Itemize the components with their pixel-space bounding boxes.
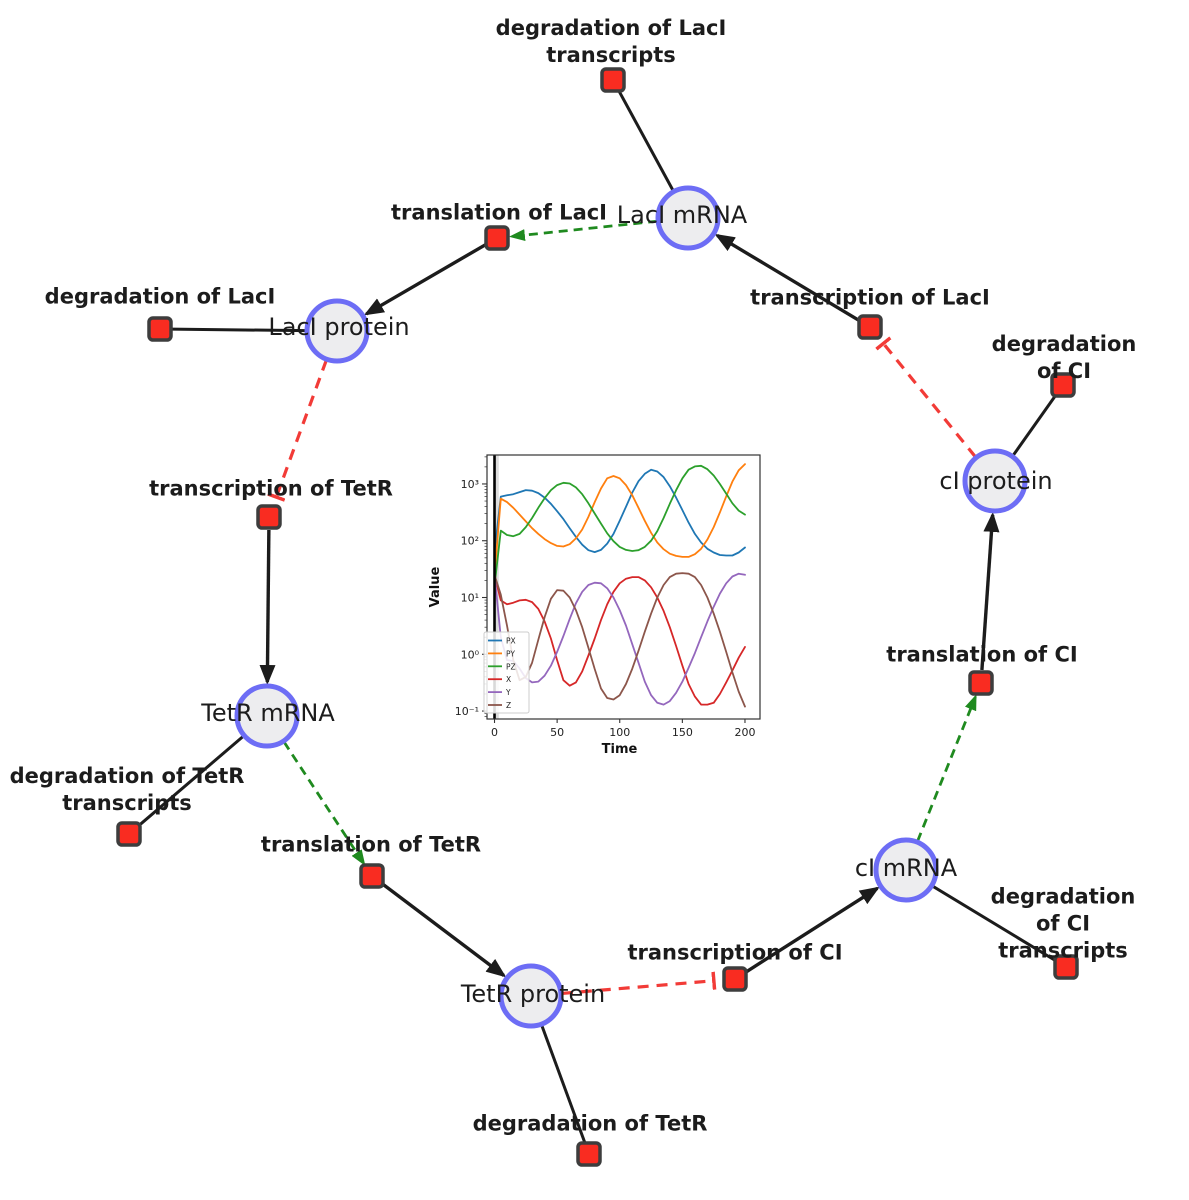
svg-text:PZ: PZ — [506, 662, 516, 671]
y-tick-10⁰: 10⁰ — [461, 648, 480, 661]
edge-activation-laci-mrna-translation-laci — [508, 219, 658, 242]
edge-consumption-tetr-mrna-deg-tetr-transcripts — [137, 735, 245, 828]
species-node-tetr-protein[interactable] — [498, 963, 564, 1029]
x-tick-150: 150 — [672, 726, 693, 739]
species-node-ci-protein[interactable] — [962, 448, 1028, 514]
reaction-node-translation-tetr[interactable] — [359, 863, 385, 889]
edge-consumption-tetr-protein-deg-tetr — [540, 1024, 587, 1144]
series-PX — [493, 468, 746, 557]
reaction-node-deg-ci[interactable] — [1050, 372, 1076, 398]
edge-production-transcription-laci-laci-mrna — [714, 233, 860, 322]
y-tick-10⁻¹: 10⁻¹ — [455, 705, 479, 718]
edge-consumption-laci-protein-deg-laci — [171, 327, 307, 333]
edge-consumption-laci-mrna-deg-laci-transcripts — [617, 89, 675, 192]
svg-text:PY: PY — [506, 649, 515, 658]
x-tick-50: 50 — [550, 726, 564, 739]
edge-inhibition-ci-protein-transcription-laci — [875, 336, 977, 458]
series-PZ — [493, 464, 746, 587]
x-tick-100: 100 — [609, 726, 630, 739]
edge-production-translation-tetr-tetr-protein — [381, 882, 507, 978]
svg-text:X: X — [506, 675, 511, 684]
legend-entry-PZ: PZ — [488, 662, 516, 671]
svg-text:Z: Z — [506, 701, 511, 710]
edges-layer — [137, 89, 1058, 1144]
reaction-node-deg-tetr[interactable] — [576, 1141, 602, 1167]
svg-text:PX: PX — [506, 637, 516, 646]
x-tick-0: 0 — [491, 726, 498, 739]
edge-inhibition-tetr-protein-transcription-ci — [561, 971, 717, 996]
reaction-node-translation-ci[interactable] — [968, 670, 994, 696]
series-Z — [493, 572, 746, 708]
reaction-node-translation-laci[interactable] — [484, 225, 510, 251]
edge-production-transcription-tetr-tetr-mrna — [259, 529, 276, 686]
series-X — [493, 573, 746, 706]
legend-entry-X: X — [488, 675, 511, 684]
x-axis-label: Time — [602, 742, 638, 757]
reaction-node-transcription-tetr[interactable] — [256, 504, 282, 530]
plot-frame — [486, 454, 761, 720]
series-PY — [493, 463, 746, 576]
edge-inhibition-laci-protein-transcription-tetr — [267, 359, 328, 502]
edge-production-translation-ci-ci-protein — [980, 511, 1000, 671]
edge-activation-ci-mrna-translation-ci — [916, 694, 977, 842]
edge-activation-tetr-mrna-translation-tetr — [282, 741, 366, 866]
species-node-ci-mrna[interactable] — [873, 837, 939, 903]
reaction-node-deg-laci[interactable] — [147, 316, 173, 342]
y-tick-10¹: 10¹ — [461, 592, 479, 605]
x-tick-200: 200 — [734, 726, 755, 739]
y-tick-10³: 10³ — [461, 478, 479, 491]
legend-entry-Y: Y — [488, 688, 511, 697]
legend-entry-PX: PX — [488, 637, 516, 646]
reaction-node-deg-laci-transcripts[interactable] — [600, 67, 626, 93]
svg-text:Y: Y — [505, 688, 511, 697]
series-Y — [493, 572, 746, 706]
nodes-layer — [116, 67, 1079, 1167]
legend-entry-Z: Z — [488, 701, 511, 710]
legend-entry-PY: PY — [488, 649, 515, 658]
reaction-node-deg-tetr-transcripts[interactable] — [116, 821, 142, 847]
species-node-tetr-mrna[interactable] — [234, 683, 300, 749]
edge-consumption-ci-protein-deg-ci — [1011, 393, 1058, 457]
species-node-laci-mrna[interactable] — [655, 185, 721, 251]
reaction-node-deg-ci-transcripts[interactable] — [1053, 954, 1079, 980]
y-axis-label: Value — [428, 566, 443, 607]
reaction-node-transcription-laci[interactable] — [857, 314, 883, 340]
edge-consumption-ci-mrna-deg-ci-transcripts — [931, 884, 1057, 963]
edge-production-transcription-ci-ci-mrna — [745, 886, 880, 974]
species-node-laci-protein[interactable] — [304, 298, 370, 364]
reaction-node-transcription-ci[interactable] — [722, 966, 748, 992]
y-tick-10²: 10² — [461, 535, 479, 548]
edge-production-translation-laci-laci-protein — [363, 243, 487, 316]
legend: PX PY PZ XYZ — [483, 631, 530, 714]
